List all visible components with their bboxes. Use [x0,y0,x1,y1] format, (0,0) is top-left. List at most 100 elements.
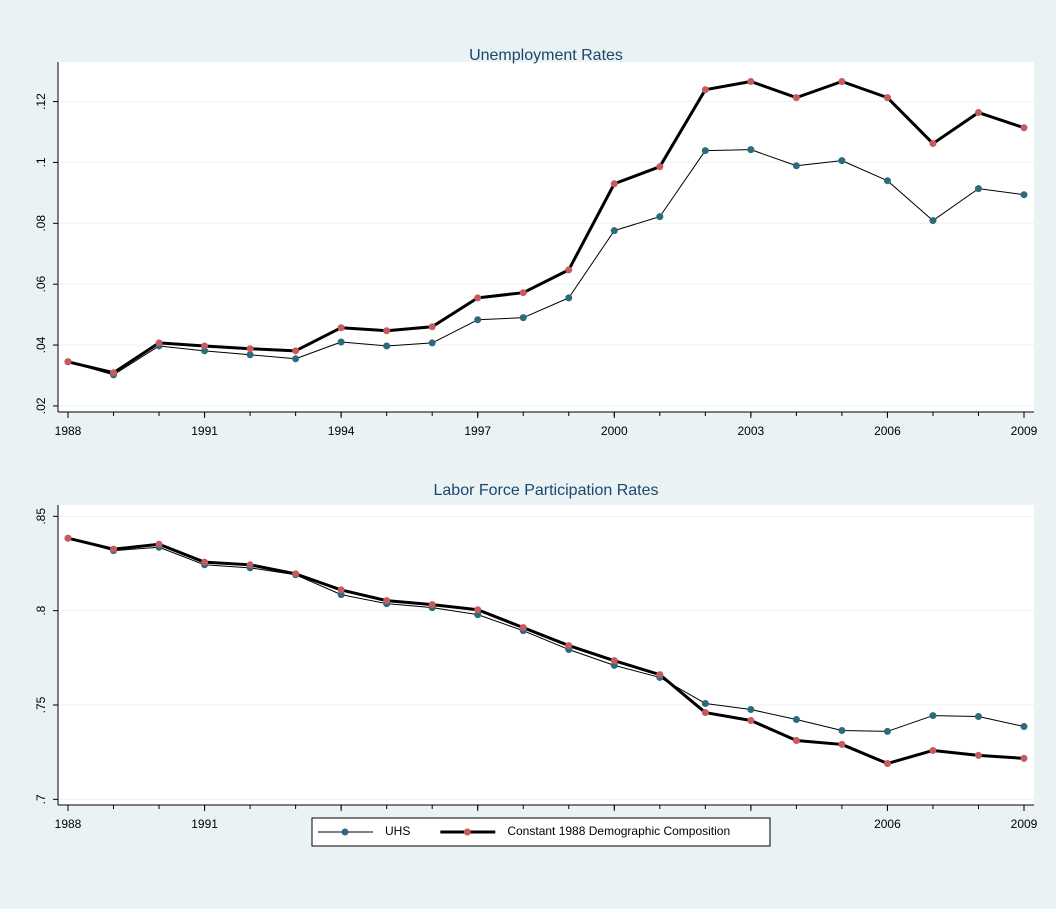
data-point [337,586,345,594]
data-point [110,369,118,377]
x-tick-label: 1991 [191,817,218,831]
y-tick-label: .12 [34,93,48,110]
legend-label: Constant 1988 Demographic Composition [507,824,730,838]
data-point [201,342,209,350]
y-tick-label: .8 [34,605,48,615]
data-point [201,347,209,355]
data-point [1020,754,1028,762]
y-tick-label: .08 [34,215,48,232]
data-point [974,185,982,193]
x-tick-label: 2009 [1011,817,1038,831]
data-point [792,716,800,724]
data-point [929,217,937,225]
plot-area [58,62,1034,412]
data-point [383,327,391,335]
x-tick-label: 2006 [874,817,901,831]
data-point [1020,191,1028,199]
legend-marker [463,828,471,836]
data-point [474,606,482,614]
data-point [110,545,118,553]
data-point [246,345,254,353]
y-tick-label: .02 [34,397,48,414]
data-point [383,342,391,350]
data-point [292,355,300,363]
data-point [838,157,846,165]
data-point [292,570,300,578]
data-point [64,358,72,366]
data-point [610,227,618,235]
data-point [883,759,891,767]
x-tick-label: 1988 [55,424,82,438]
data-point [64,534,72,542]
panel-title: Unemployment Rates [469,47,623,64]
panel-title: Labor Force Participation Rates [434,482,659,499]
data-point [610,180,618,188]
data-point [519,314,527,322]
y-tick-label: .85 [34,508,48,525]
data-point [246,351,254,359]
legend-label: UHS [385,824,410,838]
series-line [67,537,1025,732]
legend-box [311,817,771,847]
x-tick-label: 2006 [874,424,901,438]
data-point [656,213,664,221]
x-tick-label: 2003 [738,424,765,438]
data-point [155,540,163,548]
series-line [67,79,1025,375]
data-point [1020,124,1028,132]
data-point [474,316,482,324]
data-point [974,713,982,721]
x-tick-label: 1991 [191,424,218,438]
data-point [883,727,891,735]
x-tick-label: 2000 [601,424,628,438]
data-point [383,597,391,605]
data-point [701,86,709,94]
data-point [474,294,482,302]
data-point [292,347,300,355]
data-point [474,611,482,619]
data-point [701,709,709,717]
data-point [929,746,937,754]
data-point [610,657,618,665]
data-point [701,147,709,155]
data-point [929,140,937,148]
data-point [337,324,345,332]
data-point [201,558,209,566]
data-point [428,323,436,331]
data-point [701,699,709,707]
data-point [565,294,573,302]
data-point [565,642,573,650]
data-point [747,77,755,85]
legend-marker [341,828,349,836]
data-point [792,736,800,744]
data-point [747,146,755,154]
data-point [246,561,254,569]
data-point [792,94,800,102]
data-point [838,77,846,85]
data-point [337,338,345,346]
y-tick-label: .06 [34,276,48,293]
data-point [883,94,891,102]
data-point [747,706,755,714]
x-tick-label: 1988 [55,817,82,831]
series-line [67,149,1025,376]
x-tick-label: 1994 [328,424,355,438]
data-point [519,624,527,632]
data-point [747,716,755,724]
data-point [792,162,800,170]
data-point [929,712,937,720]
y-tick-label: .75 [34,696,48,713]
data-point [838,726,846,734]
series-line [67,536,1025,765]
y-tick-label: .7 [34,794,48,804]
data-point [155,339,163,347]
data-point [883,177,891,185]
x-tick-label: 2009 [1011,424,1038,438]
x-tick-label: 1997 [464,424,491,438]
data-point [428,339,436,347]
data-point [656,163,664,171]
data-point [565,266,573,274]
plot-area [58,505,1034,805]
data-point [974,109,982,117]
